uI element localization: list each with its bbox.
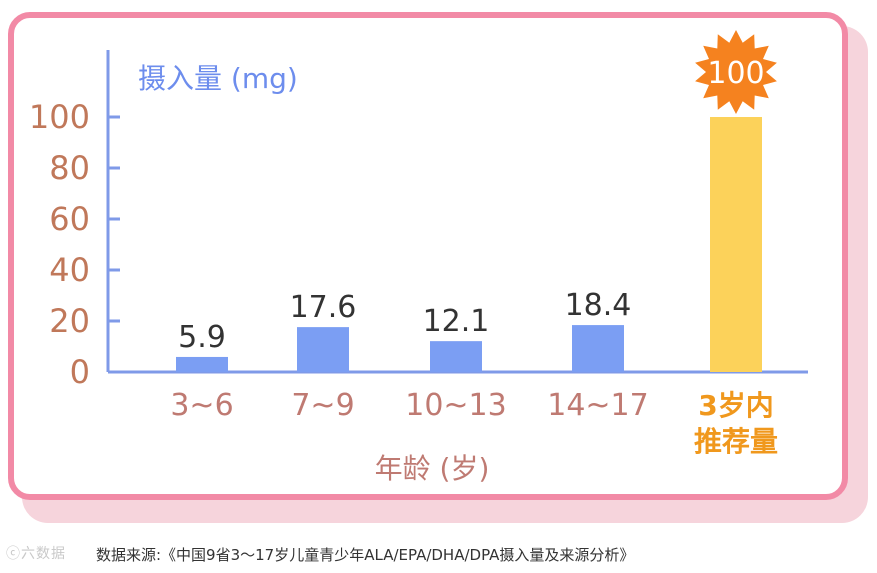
y-tick-label: 80 <box>49 149 90 187</box>
bar-chart: 0 20 40 60 80 100 5.9 3~6 17.6 7~9 12.1 10~13 18.4 1… <box>29 30 808 485</box>
y-tick-label: 100 <box>29 98 90 136</box>
y-axis-label: 摄入量 (mg) <box>138 62 298 95</box>
x-axis-label: 年龄 (岁) <box>375 452 490 485</box>
y-tick-label: 20 <box>49 302 90 340</box>
category-label: 14~17 <box>547 388 648 423</box>
data-label: 5.9 <box>178 320 226 355</box>
data-label: 100 <box>707 56 764 91</box>
y-tick-label: 0 <box>70 353 90 391</box>
watermark: ⓒ六数据 <box>6 546 66 562</box>
bar <box>572 325 624 372</box>
bar <box>297 327 349 372</box>
y-tick-label: 60 <box>49 200 90 238</box>
data-label: 18.4 <box>565 288 632 323</box>
highlight-bar <box>710 117 762 372</box>
data-label: 17.6 <box>290 290 357 325</box>
source-text: 数据来源:《中国9省3〜17岁儿童青少年ALA/EPA/DHA/DPA摄入量及来… <box>96 546 635 564</box>
bar <box>176 356 228 372</box>
category-label: 推荐量 <box>694 425 778 458</box>
category-label: 7~9 <box>291 388 354 423</box>
burst-shape <box>695 30 777 114</box>
source-footer: ⓒ六数据 数据来源:《中国9省3〜17岁儿童青少年ALA/EPA/DHA/DPA… <box>0 541 877 569</box>
category-label: 3~6 <box>170 388 233 423</box>
category-label: 3岁内 <box>698 389 773 422</box>
bar <box>430 341 482 372</box>
data-label: 12.1 <box>423 304 490 339</box>
y-tick-label: 40 <box>49 251 90 289</box>
category-label: 10~13 <box>405 388 506 423</box>
